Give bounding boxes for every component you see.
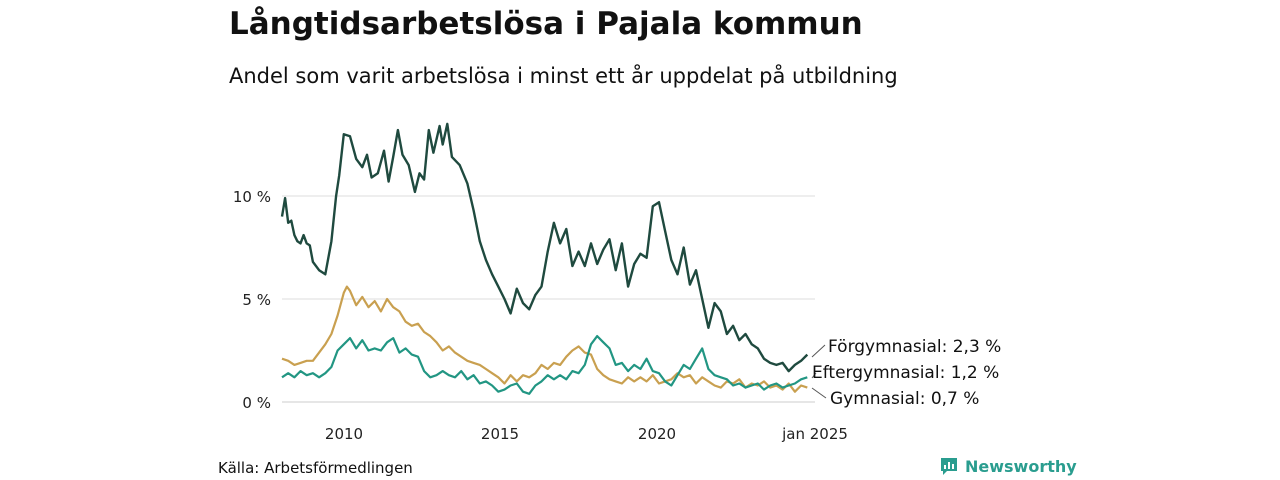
x-tick-label-2: 2020: [638, 425, 676, 443]
newsworthy-logo-icon: [939, 456, 959, 476]
y-axis-ticks: 0 % 5 % 10 %: [233, 188, 271, 412]
line-gymnasial: [282, 287, 807, 392]
source-note: Källa: Arbetsförmedlingen: [218, 459, 413, 477]
end-label-gymnasial: Gymnasial: 0,7 %: [830, 389, 979, 409]
x-tick-label-3: jan 2025: [781, 425, 848, 443]
series-lines: [282, 124, 807, 394]
leader-gymnasial: [812, 388, 826, 398]
end-label-forgymnasial: Förgymnasial: 2,3 %: [828, 337, 1001, 357]
leader-forgymnasial: [812, 345, 825, 357]
line-chart: 0 % 5 % 10 % 2010 2015 2020 jan 2025 För…: [0, 0, 1280, 480]
line-eftergymnasial: [282, 336, 807, 394]
x-tick-label-0: 2010: [325, 425, 363, 443]
brand-logo[interactable]: Newsworthy: [939, 456, 1077, 476]
brand-name: Newsworthy: [965, 457, 1077, 476]
end-label-eftergymnasial: Eftergymnasial: 1,2 %: [812, 363, 999, 383]
series-end-labels: Förgymnasial: 2,3 % Eftergymnasial: 1,2 …: [812, 337, 1001, 409]
y-tick-label-1: 5 %: [242, 291, 271, 309]
x-axis-ticks: 2010 2015 2020 jan 2025: [325, 425, 848, 443]
x-tick-label-1: 2015: [481, 425, 519, 443]
y-tick-label-0: 0 %: [242, 394, 271, 412]
y-tick-label-2: 10 %: [233, 188, 271, 206]
line-forgymnasial: [282, 124, 807, 371]
